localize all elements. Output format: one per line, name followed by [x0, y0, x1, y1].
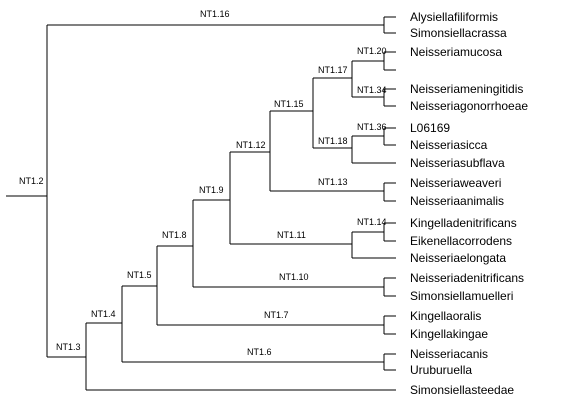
node-label-nt1-34: NT1.34 [357, 85, 387, 95]
leaf-label: Neisseriasicca [410, 138, 488, 152]
node-label-nt1-15: NT1.15 [274, 99, 304, 109]
leaf-label: Neisseriagonorrhoeae [410, 99, 528, 113]
leaf-label: Kingellaoralis [410, 309, 481, 323]
node-label-nt1-9: NT1.9 [199, 185, 224, 195]
node-label-nt1-10: NT1.10 [279, 272, 309, 282]
node-label-nt1-36: NT1.36 [357, 122, 387, 132]
leaf-label: Simonsiellasteedae [410, 383, 514, 397]
leaf-label: Neisseriaweaveri [410, 176, 501, 190]
node-label-nt1-14: NT1.14 [357, 217, 387, 227]
leaf-label: Kingelladenitrificans [410, 216, 517, 230]
node-label-nt1-2: NT1.2 [19, 176, 44, 186]
leaf-label: Eikenellacorrodens [410, 234, 512, 248]
node-label-nt1-3: NT1.3 [56, 342, 81, 352]
leaf-label: Neisseriaelongata [410, 251, 506, 265]
leaf-label: Uruburuella [410, 363, 472, 377]
leaf-label: Neisseriasubflava [410, 156, 505, 170]
leaf-label: Alysiellafiliformis [410, 10, 498, 24]
leaf-label: Simonsiellamuelleri [410, 289, 513, 303]
node-label-nt1-5: NT1.5 [127, 270, 152, 280]
internal-node-labels: NT1.2 NT1.16 NT1.3 NT1.4 NT1.6 NT1.5 NT1… [19, 9, 387, 357]
leaf-labels: Alysiellafiliformis Simonsiellacrassa Ne… [410, 10, 528, 397]
leaf-label: Neisseriameningitidis [410, 82, 523, 96]
tree-branches [6, 16, 396, 391]
node-label-nt1-7: NT1.7 [264, 310, 289, 320]
node-label-nt1-4: NT1.4 [91, 309, 116, 319]
leaf-label: Simonsiellacrassa [410, 26, 507, 40]
leaf-label: Neisseriamucosa [410, 45, 502, 59]
node-label-nt1-11: NT1.11 [277, 230, 306, 240]
node-label-nt1-18: NT1.18 [318, 136, 348, 146]
node-label-nt1-8: NT1.8 [162, 230, 187, 240]
node-label-nt1-12: NT1.12 [236, 140, 266, 150]
node-label-nt1-6: NT1.6 [247, 347, 272, 357]
leaf-label: Neisseriadenitrificans [410, 271, 524, 285]
leaf-label: L06169 [410, 121, 450, 135]
node-label-nt1-13: NT1.13 [318, 177, 348, 187]
node-label-nt1-20: NT1.20 [357, 46, 387, 56]
node-label-nt1-17: NT1.17 [318, 65, 348, 75]
node-label-nt1-16: NT1.16 [200, 9, 230, 19]
leaf-label: Kingellakingae [410, 327, 488, 341]
leaf-label: Neisseriacanis [410, 347, 488, 361]
leaf-label: Neisseriaanimalis [410, 194, 504, 208]
